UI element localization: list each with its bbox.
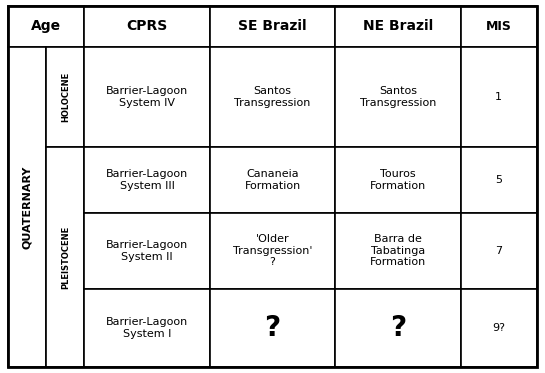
Text: Santos
Transgression: Santos Transgression: [360, 86, 436, 108]
Text: MIS: MIS: [486, 20, 512, 32]
Bar: [335, 47, 461, 147]
Text: QUATERNARY: QUATERNARY: [22, 165, 32, 249]
Text: Barrier-Lagoon
System II: Barrier-Lagoon System II: [106, 240, 188, 261]
Bar: [210, 6, 335, 47]
Text: ?: ?: [264, 314, 281, 342]
Text: Barrier-Lagoon
System I: Barrier-Lagoon System I: [106, 317, 188, 339]
Bar: [46, 147, 84, 367]
Bar: [84, 6, 210, 47]
Bar: [335, 289, 461, 367]
Bar: [210, 147, 335, 213]
Text: Touros
Formation: Touros Formation: [370, 169, 426, 191]
Bar: [46, 47, 84, 147]
Bar: [84, 289, 210, 367]
Text: CPRS: CPRS: [126, 19, 168, 33]
Text: Barrier-Lagoon
System IV: Barrier-Lagoon System IV: [106, 86, 188, 108]
Text: ?: ?: [390, 314, 406, 342]
Text: HOLOCENE: HOLOCENE: [61, 72, 70, 122]
Text: PLEISTOCENE: PLEISTOCENE: [61, 226, 70, 289]
Bar: [210, 47, 335, 147]
Bar: [210, 213, 335, 289]
Bar: [461, 213, 537, 289]
Bar: [335, 6, 461, 47]
Text: 'Older
Transgression'
?: 'Older Transgression' ?: [233, 234, 312, 267]
Text: 7: 7: [495, 246, 502, 256]
Bar: [461, 47, 537, 147]
Text: Barra de
Tabatinga
Formation: Barra de Tabatinga Formation: [370, 234, 426, 267]
Bar: [461, 147, 537, 213]
Bar: [84, 147, 210, 213]
Text: NE Brazil: NE Brazil: [363, 19, 433, 33]
Text: SE Brazil: SE Brazil: [238, 19, 307, 33]
Text: Cananeia
Formation: Cananeia Formation: [244, 169, 301, 191]
Bar: [8, 47, 46, 367]
Text: Barrier-Lagoon
System III: Barrier-Lagoon System III: [106, 169, 188, 191]
Text: 9?: 9?: [492, 323, 505, 333]
Bar: [84, 47, 210, 147]
Text: 5: 5: [495, 175, 502, 185]
Text: 1: 1: [495, 92, 502, 102]
Bar: [335, 213, 461, 289]
Bar: [335, 147, 461, 213]
Text: Age: Age: [31, 19, 62, 33]
Bar: [461, 6, 537, 47]
Bar: [210, 289, 335, 367]
Text: Santos
Transgression: Santos Transgression: [234, 86, 311, 108]
Bar: [84, 213, 210, 289]
Bar: [8, 6, 84, 47]
Bar: [461, 289, 537, 367]
